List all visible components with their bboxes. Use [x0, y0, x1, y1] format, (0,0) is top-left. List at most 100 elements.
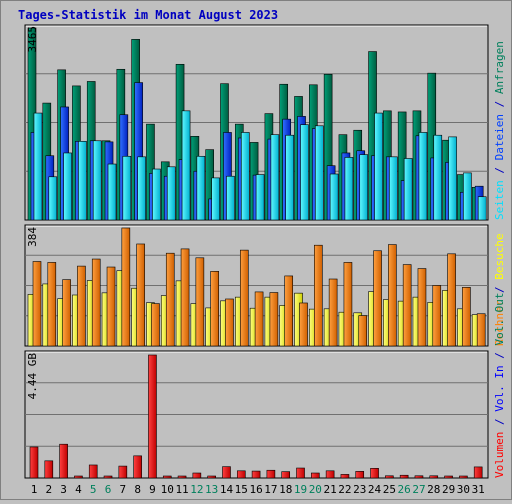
legend-part: Anfragen	[493, 41, 506, 94]
chart-title: Tages-Statistik im Monat August 2023	[18, 8, 278, 22]
bar-rechner-day-14	[225, 298, 234, 347]
bar-rechner-day-15	[239, 249, 249, 347]
right-legend-labels: Seiten / Dateien / Anfragen Rechner / Bes…	[493, 41, 506, 478]
x-tick-label-18: 18	[279, 483, 292, 496]
x-tick-label-9: 9	[149, 483, 156, 496]
bar-rechner-day-2	[47, 262, 57, 347]
x-tick-label-15: 15	[235, 483, 248, 496]
legend-part: /	[493, 94, 506, 114]
bar-seiten-day-11	[181, 110, 191, 221]
bar-seiten-day-2	[48, 176, 58, 221]
x-tick-label-14: 14	[220, 483, 234, 496]
legend-part: Seiten	[493, 180, 506, 220]
bar-seiten-day-13	[211, 177, 220, 221]
x-tick-label-2: 2	[45, 483, 52, 496]
bar-volumen-day-15	[236, 470, 246, 479]
x-tick-label-5: 5	[90, 483, 97, 496]
bar-rechner-day-4	[77, 265, 86, 347]
x-tick-label-26: 26	[398, 483, 411, 496]
bar-rechner-day-3	[62, 279, 71, 347]
bar-seiten-day-17	[270, 134, 280, 221]
bar-seiten-day-10	[166, 166, 176, 221]
bar-volumen-day-7	[118, 465, 128, 479]
bar-rechner-day-30	[462, 287, 471, 347]
bar-volumen-day-6	[103, 475, 113, 479]
bar-volumen-day-8	[133, 455, 142, 479]
x-axis-day-labels: 1 2 3 4 5 6 7 8 9 10 11 12 13 14 15 16 17 18 19 20 21 22 23 24 2…	[31, 483, 485, 496]
x-tick-label-22: 22	[338, 483, 351, 496]
legend-part: /	[493, 412, 506, 432]
x-tick-label-21: 21	[324, 483, 337, 496]
bar-rechner-day-26	[402, 264, 412, 347]
legend-part: Dateien	[493, 114, 506, 160]
bar-seiten-day-31	[477, 196, 487, 221]
x-tick-label-17: 17	[264, 483, 277, 496]
bar-volumen-day-13	[207, 475, 216, 479]
bar-volumen-day-20	[311, 472, 320, 479]
bar-rechner-day-10	[165, 252, 175, 347]
bar-rechner-day-6	[106, 266, 116, 347]
x-tick-label-19: 19	[294, 483, 307, 496]
bar-volumen-day-30	[459, 475, 468, 479]
right-legend-bottom: Volumen / Vol. In / Vol. Out	[493, 293, 506, 478]
bar-rechner-day-18	[284, 275, 294, 347]
x-tick-label-16: 16	[249, 483, 262, 496]
x-tick-label-29: 29	[442, 483, 455, 496]
bar-seiten-day-22	[344, 157, 354, 221]
bar-seiten-day-8	[137, 156, 146, 221]
x-tick-label-27: 27	[412, 483, 425, 496]
bar-seiten-day-20	[315, 125, 324, 221]
x-tick-label-24: 24	[368, 483, 382, 496]
bar-rechner-day-5	[91, 258, 101, 347]
bar-volumen-day-12	[192, 472, 202, 479]
bar-volumen-day-2	[44, 460, 54, 479]
x-tick-label-7: 7	[120, 483, 127, 496]
x-tick-label-8: 8	[134, 483, 141, 496]
x-tick-label-6: 6	[105, 483, 112, 496]
bar-seiten-day-5	[92, 140, 102, 221]
x-tick-label-25: 25	[383, 483, 396, 496]
x-tick-label-30: 30	[457, 483, 470, 496]
bar-seiten-day-25	[389, 156, 398, 221]
x-tick-label-10: 10	[161, 483, 174, 496]
bar-volumen-day-31	[473, 466, 483, 479]
bar-volumen-day-19	[296, 467, 305, 479]
legend-part: Vol. Out	[493, 293, 506, 346]
bar-rechner-day-11	[180, 248, 190, 347]
bar-rechner-day-27	[417, 268, 427, 347]
bar-volumen-day-10	[162, 475, 172, 479]
x-tick-label-3: 3	[60, 483, 67, 496]
x-tick-label-1: 1	[31, 483, 38, 496]
x-tick-label-12: 12	[190, 483, 203, 496]
legend-part: Vol. In	[493, 365, 506, 411]
bar-seiten-day-12	[196, 155, 206, 221]
bar-rechner-day-12	[195, 257, 205, 347]
bar-seiten-day-21	[329, 173, 339, 221]
x-tick-label-28: 28	[427, 483, 440, 496]
bar-volumen-day-14	[222, 466, 231, 479]
bar-seiten-day-1	[33, 112, 43, 221]
bar-rechner-day-31	[476, 313, 486, 347]
bar-seiten-day-6	[107, 163, 117, 221]
bar-volumen-day-4	[74, 475, 83, 479]
bar-volumen-day-28	[429, 475, 439, 479]
bar-seiten-day-29	[448, 136, 457, 221]
bar-rechner-day-25	[388, 244, 397, 347]
bar-seiten-day-18	[285, 134, 295, 221]
bar-rechner-day-16	[254, 291, 264, 347]
bar-seiten-day-27	[418, 132, 428, 221]
x-tick-label-31: 31	[472, 483, 485, 496]
y-max-label-visits: 384	[26, 227, 39, 247]
bar-rechner-day-21	[328, 278, 338, 347]
bar-seiten-day-14	[226, 175, 235, 221]
bar-volumen-day-17	[266, 469, 276, 479]
bar-seiten-day-30	[463, 172, 472, 221]
y-max-label-requests: 3465	[26, 26, 39, 53]
bar-volumen-day-3	[59, 443, 68, 479]
legend-part: Volumen	[493, 432, 506, 478]
bar-volumen-day-11	[177, 475, 187, 479]
x-tick-label-11: 11	[175, 483, 188, 496]
bar-volumen-day-22	[340, 474, 350, 479]
